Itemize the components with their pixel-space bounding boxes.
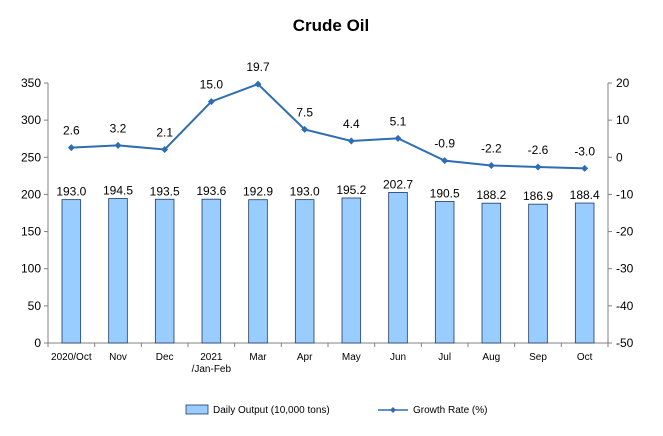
bar-daily-output — [528, 203, 548, 344]
left-axis-tick-label: 0 — [34, 336, 41, 350]
x-axis-category-label: Nov — [109, 352, 127, 363]
legend-line-label: Growth Rate (%) — [413, 405, 487, 416]
bar-daily-output — [341, 197, 362, 344]
growth-rate-label: 2.6 — [63, 124, 80, 138]
growth-rate-label: -2.2 — [481, 141, 502, 155]
growth-rate-marker — [67, 144, 75, 152]
growth-rate-label: 7.5 — [296, 105, 313, 119]
x-axis-category-label: Jun — [390, 352, 406, 363]
x-axis-category-label: Jul — [438, 352, 451, 363]
right-axis-tick-label: -40 — [616, 299, 634, 313]
left-axis-tick-label: 50 — [28, 299, 42, 313]
bar-daily-output — [201, 198, 222, 344]
bar-value-label: 186.9 — [523, 189, 553, 203]
right-axis-tick-label: 10 — [616, 113, 630, 127]
bar-daily-output — [61, 199, 82, 344]
bar-daily-output — [294, 199, 315, 344]
x-axis-category-label: Dec — [156, 352, 174, 363]
right-axis-tick-label: -50 — [616, 336, 634, 350]
growth-rate-marker — [114, 141, 122, 149]
chart-title: Crude Oil — [293, 16, 370, 35]
growth-rate-label: -2.6 — [528, 143, 549, 157]
growth-rate-line — [71, 82, 585, 170]
right-axis-tick-label: 20 — [616, 76, 630, 90]
bar-value-label: 195.2 — [336, 183, 366, 197]
bar-daily-output — [388, 192, 408, 344]
growth-rate-label: 5.1 — [390, 114, 407, 128]
bar-daily-output — [434, 201, 455, 344]
x-axis-category-label: Mar — [249, 352, 267, 363]
bar-daily-output — [248, 199, 268, 344]
growth-rate-marker — [394, 134, 402, 142]
x-axis-category-label: 2021 — [200, 352, 223, 363]
growth-rate-marker — [254, 80, 262, 88]
x-axis-category-label: /Jan-Feb — [192, 364, 232, 375]
growth-rate-label: -3.0 — [574, 144, 595, 158]
bar-value-label: 193.6 — [196, 184, 226, 198]
legend-bar-swatch — [185, 404, 209, 415]
bar-value-label: 192.9 — [243, 185, 273, 199]
bar-daily-output — [481, 202, 502, 344]
bar-value-label: 188.4 — [570, 188, 600, 202]
growth-rate-marker — [534, 163, 542, 171]
left-axis-tick-label: 300 — [21, 113, 41, 127]
bar-value-label: 190.5 — [430, 186, 460, 200]
bar-value-label: 193.5 — [150, 184, 180, 198]
bar-value-label: 202.7 — [383, 177, 413, 191]
x-axis-category-label: May — [342, 352, 361, 363]
growth-rate-marker — [161, 145, 169, 153]
growth-rate-label: 2.1 — [156, 125, 173, 139]
x-axis-category-label: Sep — [529, 352, 547, 363]
x-axis-category-label: Aug — [482, 352, 500, 363]
bar-value-label: 188.2 — [476, 188, 506, 202]
left-axis-tick-label: 250 — [21, 150, 41, 164]
legend-bar-label: Daily Output (10,000 tons) — [213, 405, 330, 416]
x-axis-category-label: Oct — [577, 352, 593, 363]
left-axis-tick-label: 150 — [21, 225, 41, 239]
growth-rate-marker — [207, 98, 215, 106]
x-axis-category-label: 2020/Oct — [51, 352, 92, 363]
growth-rate-label: 19.7 — [246, 60, 270, 74]
bar-value-label: 193.0 — [56, 185, 86, 199]
left-axis-tick-label: 350 — [21, 76, 41, 90]
x-axis-category-label: Apr — [297, 352, 313, 363]
growth-rate-label: 15.0 — [200, 78, 224, 92]
growth-rate-marker — [581, 164, 589, 172]
bar-daily-output — [574, 202, 595, 344]
growth-rate-label: -0.9 — [434, 137, 455, 151]
right-axis-tick-label: -30 — [616, 262, 634, 276]
growth-rate-marker — [301, 125, 309, 133]
bar-value-label: 194.5 — [103, 184, 133, 198]
growth-rate-marker — [441, 157, 449, 165]
right-axis-tick-label: -10 — [616, 187, 634, 201]
right-axis-tick-label: -20 — [616, 225, 634, 239]
legend-line-marker — [390, 407, 396, 413]
bar-value-label: 193.0 — [290, 185, 320, 199]
right-axis-tick-label: 0 — [616, 150, 623, 164]
bar-daily-output — [154, 198, 175, 344]
growth-rate-marker — [347, 137, 355, 145]
growth-rate-marker — [487, 161, 495, 169]
bar-daily-output — [108, 198, 128, 344]
left-axis-tick-label: 100 — [21, 262, 41, 276]
growth-rate-label: 4.4 — [343, 117, 360, 131]
left-axis-tick-label: 200 — [21, 187, 41, 201]
growth-rate-label: 3.2 — [110, 121, 127, 135]
